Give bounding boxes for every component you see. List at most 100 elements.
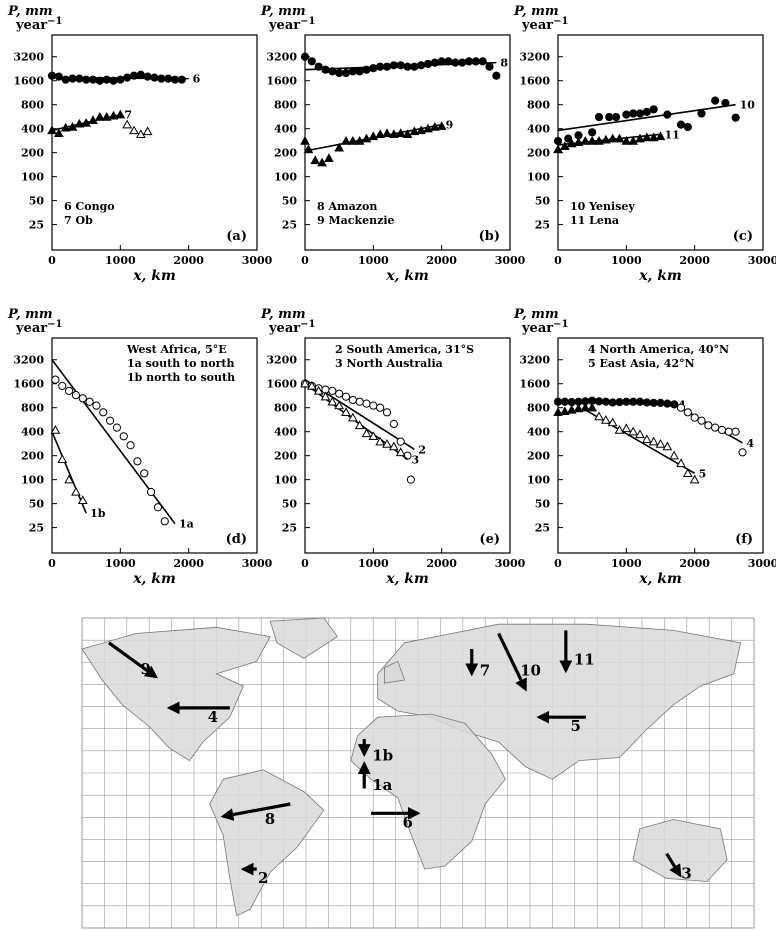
y-tick-label: 1600	[519, 378, 550, 391]
data-point	[82, 75, 91, 84]
data-point	[140, 469, 149, 478]
transect-label: 4	[208, 708, 218, 726]
data-point	[382, 62, 392, 71]
y-axis-label-unit: year−1	[521, 16, 568, 33]
transect-label: 1b	[372, 747, 393, 765]
data-point	[444, 57, 453, 66]
data-point	[697, 416, 706, 425]
series-label: 4	[747, 437, 755, 450]
x-tick-label: 0	[554, 557, 562, 570]
data-point	[611, 112, 621, 122]
continent-africa	[350, 713, 506, 870]
legend-entry: 2 South America, 31°S	[335, 343, 474, 356]
y-tick-label: 3200	[519, 51, 550, 64]
series-label: 11	[665, 128, 680, 141]
data-point	[553, 397, 563, 406]
data-point	[553, 407, 563, 417]
data-point	[300, 378, 310, 388]
y-axis-label-sub: year	[521, 18, 553, 33]
x-tick-label: 3000	[748, 254, 776, 267]
data-point	[614, 424, 625, 434]
x-tick-label: 3000	[495, 254, 526, 267]
y-tick-label: 800	[274, 99, 297, 112]
data-point	[656, 398, 665, 407]
x-tick-label: 2000	[426, 557, 457, 570]
data-point	[64, 474, 74, 484]
data-point	[601, 397, 610, 406]
data-point	[464, 57, 474, 66]
data-point	[396, 437, 405, 446]
data-point	[406, 475, 416, 484]
transect-arrow	[665, 852, 682, 878]
data-point	[458, 58, 467, 67]
data-point	[682, 468, 693, 478]
x-tick-label: 2000	[426, 254, 457, 267]
data-point	[362, 399, 371, 408]
data-point	[724, 427, 733, 436]
y-axis-label-exp: −1	[300, 319, 315, 330]
y-tick-label: 1600	[13, 75, 44, 88]
data-point	[628, 135, 639, 145]
y-axis-label-exp: −1	[300, 16, 315, 27]
legend-entry: 5 East Asia, 42°N	[588, 357, 695, 370]
data-point	[395, 128, 406, 138]
x-tick-label: 3000	[748, 557, 776, 570]
y-tick-label: 400	[21, 426, 44, 439]
transect-label: 1a	[372, 776, 392, 794]
data-point	[721, 98, 730, 108]
data-point	[317, 157, 327, 167]
series-11: 11	[553, 128, 680, 154]
data-point	[629, 109, 638, 118]
y-axis-label: P, mm	[513, 4, 559, 19]
data-point	[160, 517, 169, 526]
data-point	[126, 441, 135, 450]
data-point	[347, 135, 358, 145]
y-tick-label: 100	[527, 171, 550, 184]
y-axis-label: P, mm	[513, 307, 559, 322]
continent-south-america	[209, 769, 325, 917]
data-point	[108, 110, 119, 120]
y-tick-label: 1600	[13, 378, 44, 391]
data-point	[382, 438, 392, 448]
panel-a: 0 1000 2000 3000 25 50 100 200 400 800 1600 3200 x, …	[7, 4, 273, 284]
data-point	[74, 118, 85, 128]
y-tick-label: 3200	[13, 354, 44, 367]
data-point	[587, 135, 598, 145]
data-point	[47, 71, 57, 80]
data-point	[628, 426, 639, 436]
x-tick-label: 1000	[358, 557, 389, 570]
y-axis-label-exp: −1	[47, 319, 62, 330]
data-point	[101, 112, 112, 121]
series-label: 2	[418, 443, 426, 456]
y-axis-label-unit: year−1	[268, 16, 315, 33]
series-3: 3	[300, 378, 419, 466]
data-point	[71, 391, 81, 400]
data-point	[57, 454, 68, 464]
series-1b: 1b	[50, 424, 106, 520]
x-tick-label: 1000	[105, 557, 136, 570]
data-point	[423, 123, 433, 133]
y-axis-label-unit: year−1	[15, 16, 62, 33]
data-point	[109, 76, 118, 85]
data-point	[683, 122, 692, 132]
data-point	[635, 397, 645, 406]
series-label: 6	[193, 73, 201, 86]
y-axis-label-main: P, mm	[260, 4, 306, 19]
data-point	[112, 423, 122, 432]
data-point	[369, 401, 378, 410]
data-point	[321, 65, 330, 74]
legend-entry: 9 Mackenzie	[317, 214, 395, 227]
transect-label: 8	[265, 810, 275, 828]
fit-line	[51, 359, 176, 525]
data-point	[307, 57, 316, 66]
data-point	[47, 125, 57, 135]
legend-entry: 10 Yenisey	[570, 200, 635, 213]
x-tick-label: 0	[48, 557, 56, 570]
panel-f: 0 1000 2000 3000 25 50 100 200 400 800 1600 3200 x, …	[513, 307, 776, 587]
y-tick-label: 100	[21, 171, 44, 184]
data-point	[559, 141, 570, 151]
data-point	[600, 134, 611, 144]
x-tick-label: 2000	[173, 254, 204, 267]
data-point	[648, 132, 659, 142]
x-tick-label: 1000	[611, 557, 642, 570]
